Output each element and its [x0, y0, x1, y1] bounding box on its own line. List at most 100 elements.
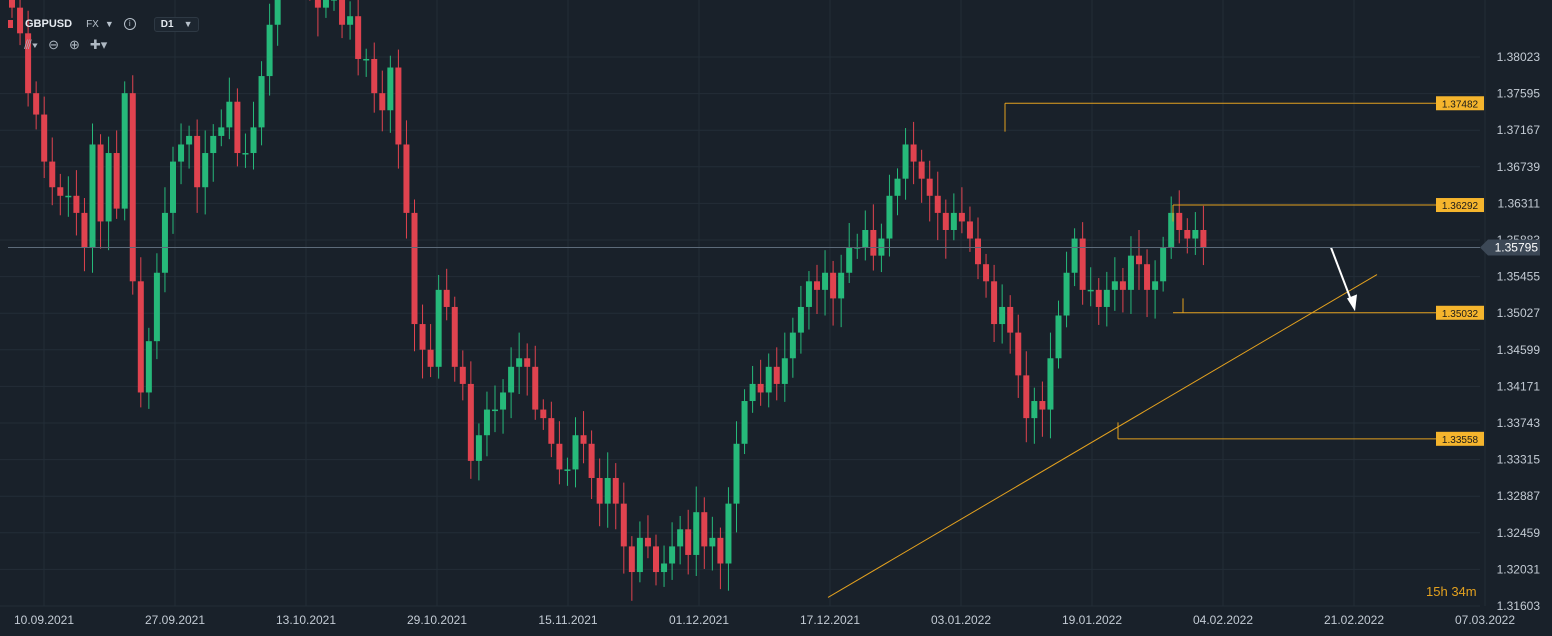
- candle-body: [741, 401, 748, 444]
- candle-body: [846, 247, 853, 273]
- candle-body: [266, 24, 273, 77]
- candle-body: [451, 306, 458, 367]
- candle-body: [677, 529, 684, 547]
- price-tick-label: 1.32887: [1497, 489, 1541, 503]
- candle-body: [669, 546, 676, 564]
- candle-body: [419, 324, 426, 350]
- candle-body: [693, 512, 700, 555]
- timeframe-label: D1: [160, 18, 174, 30]
- candle-body: [435, 289, 442, 367]
- candle-body: [57, 187, 64, 196]
- candle-body: [1063, 272, 1070, 316]
- candle-body: [153, 272, 160, 342]
- timeframe-selector[interactable]: D1 ▼: [153, 16, 200, 32]
- candle-body: [186, 135, 193, 145]
- candle-body: [556, 443, 563, 470]
- candle-body: [862, 229, 869, 248]
- candle-body: [113, 153, 120, 209]
- candle-body: [910, 144, 917, 162]
- candle-body: [725, 503, 732, 564]
- candle-body: [1136, 255, 1142, 265]
- candle-body: [814, 281, 820, 290]
- candle-body: [797, 306, 804, 333]
- price-tick-label: 1.36739: [1497, 160, 1541, 174]
- price-tick-label: 1.35455: [1497, 270, 1541, 284]
- price-tick-label: 1.37595: [1497, 87, 1541, 101]
- date-tick-label: 07.03.2022: [1455, 613, 1515, 627]
- candle-body: [580, 435, 587, 444]
- price-tick-label: 1.38023: [1497, 50, 1541, 64]
- candle-body: [97, 144, 104, 222]
- candle-body: [202, 153, 209, 188]
- candle-body: [508, 366, 515, 393]
- price-axis[interactable]: 1.380231.375951.371671.367391.363111.358…: [1480, 50, 1540, 613]
- date-tick-label: 21.02.2022: [1324, 613, 1384, 627]
- candle-body: [347, 16, 354, 25]
- countdown-minutes: 34: [1451, 584, 1466, 599]
- candle-body: [387, 67, 394, 111]
- candle-body: [950, 212, 957, 230]
- candle-body: [1160, 247, 1167, 282]
- candle-body: [1023, 375, 1030, 419]
- candle-body: [170, 161, 176, 213]
- date-tick-label: 10.09.2021: [14, 613, 74, 627]
- crosshair-icon[interactable]: ✚▾: [89, 37, 108, 52]
- candle-body: [339, 0, 346, 25]
- candle-body: [902, 144, 909, 179]
- price-tick-label: 1.35027: [1497, 306, 1541, 320]
- candle-body: [870, 229, 877, 256]
- candle-body: [1192, 229, 1199, 239]
- candle-body: [1184, 229, 1191, 239]
- candle-body: [371, 58, 378, 94]
- date-tick-label: 15.11.2021: [538, 613, 597, 627]
- current-price-tag: [1480, 239, 1540, 256]
- symbol-name[interactable]: GBPUSD: [25, 18, 73, 30]
- date-tick-label: 04.02.2022: [1193, 613, 1253, 627]
- candle-body: [773, 366, 780, 384]
- level-price-label: 1.35032: [1442, 309, 1479, 320]
- trend-line: [827, 274, 1378, 598]
- candle-body: [65, 195, 72, 198]
- date-tick-label: 13.10.2021: [276, 613, 336, 627]
- candle-body: [1071, 238, 1078, 273]
- candle-body: [137, 281, 144, 393]
- candle-body: [781, 358, 788, 384]
- candle-body: [322, 0, 329, 8]
- zoom-out-icon[interactable]: ⊖: [48, 37, 59, 52]
- candle-body: [822, 272, 829, 290]
- candle-body: [395, 67, 402, 145]
- date-tick-label: 01.12.2021: [669, 613, 729, 627]
- candle-body: [355, 16, 362, 59]
- countdown-hours-unit: h: [1440, 584, 1448, 599]
- candle-body: [733, 443, 740, 504]
- drawings[interactable]: 1.37482 1.36292 1.35032 1.33558: [8, 96, 1484, 598]
- candle-body: [210, 135, 217, 154]
- candle-body: [516, 358, 523, 367]
- market-type[interactable]: FX: [86, 18, 99, 30]
- candle-body: [636, 537, 643, 573]
- candle-body: [226, 101, 233, 128]
- date-tick-label: 27.09.2021: [145, 613, 205, 627]
- candle-countdown: 15h 34m: [1426, 584, 1477, 599]
- candle-body: [540, 409, 547, 419]
- countdown-minutes-unit: m: [1465, 584, 1477, 599]
- candle-body: [242, 153, 249, 155]
- candle-body: [500, 392, 507, 410]
- candle-body: [427, 349, 434, 367]
- candle-body: [524, 358, 531, 367]
- candle-body: [145, 341, 152, 393]
- time-axis[interactable]: 10.09.2021 27.09.2021 13.10.2021 29.10.2021…: [14, 613, 1515, 627]
- info-icon[interactable]: i: [123, 18, 136, 30]
- candle-body: [475, 435, 482, 461]
- candle-body: [1200, 229, 1207, 248]
- zoom-in-icon[interactable]: ⊕: [69, 37, 80, 52]
- price-tick-label: 1.34599: [1497, 343, 1541, 357]
- price-tick-label: 1.37167: [1497, 123, 1541, 137]
- chart-type-icon[interactable]: ⫻▾: [24, 37, 39, 52]
- market-dropdown-icon[interactable]: ▼: [104, 19, 114, 29]
- current-price-label: 1.35795: [1495, 241, 1539, 255]
- candle-body: [49, 161, 56, 188]
- level-price-tag: [1436, 431, 1484, 446]
- candle-body: [918, 161, 925, 179]
